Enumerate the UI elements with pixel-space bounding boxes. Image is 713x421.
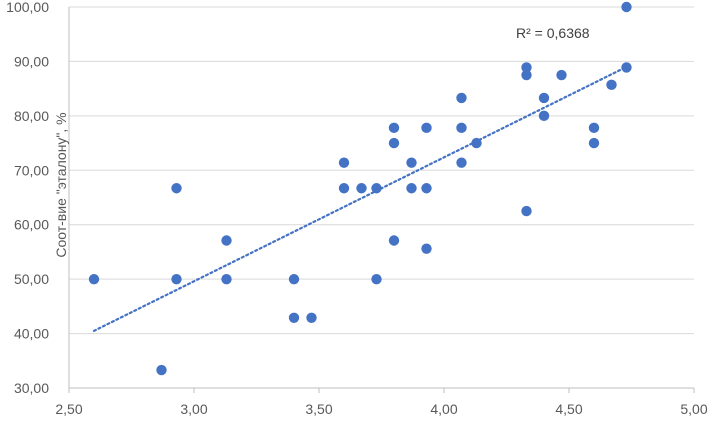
x-tick-label: 3,00 [180,401,207,417]
x-tick-label: 4,00 [430,401,457,417]
y-tick-label: 100,00 [6,0,49,15]
data-point [221,273,232,285]
data-point [521,62,532,73]
axes [68,7,695,393]
data-point [421,122,432,134]
y-tick-label: 50,00 [14,271,49,287]
data-point [388,122,400,134]
data-point [406,183,417,194]
data-point [88,273,100,285]
data-point [221,235,232,246]
data-point [156,364,167,376]
trendline [92,65,628,332]
data-point [521,205,532,217]
y-tick-label: 30,00 [14,380,49,396]
x-tick-label: 5,00 [680,401,707,417]
data-point [538,110,550,122]
y-tick-label: 80,00 [14,108,49,124]
data-point [306,312,317,323]
x-tick-label: 4,50 [555,401,582,417]
trendline-r2-label: R² = 0,6368 [516,25,590,41]
y-tick-labels: 30,00 40,00 50,00 60,00 70,00 80,00 90,00 100,0… [6,0,49,396]
data-point [456,122,467,134]
data-point [421,243,432,254]
x-tick-label: 3,50 [305,401,332,417]
trendline-group [92,65,628,332]
data-point [456,92,467,104]
data-point [338,183,350,194]
data-point [388,235,400,246]
data-point [606,79,617,91]
data-point [621,1,632,13]
data-point [588,122,600,134]
y-tick-label: 90,00 [14,53,49,69]
data-point [171,273,182,285]
data-point [421,183,432,194]
data-point [621,62,632,73]
data-point [371,273,382,285]
data-point [356,183,367,194]
y-tick-label: 70,00 [14,162,49,178]
data-points [88,1,632,376]
data-point [338,157,350,168]
data-point [288,312,300,323]
data-point [288,273,300,285]
x-tick-labels: 2,50 3,00 3,50 4,00 4,50 5,00 [55,401,707,417]
y-tick-label: 60,00 [14,217,49,233]
data-point [388,137,400,149]
data-point [171,183,182,194]
y-tick-label: 40,00 [14,326,49,342]
data-point [588,137,600,149]
data-point [521,69,532,81]
data-point [371,183,382,194]
gridlines [69,6,694,335]
data-point [471,137,482,149]
data-point [556,69,567,81]
data-point [456,157,467,168]
y-axis-label: Соот-вие "эталону", % [53,112,69,257]
data-point [538,92,550,104]
data-point [406,157,417,168]
x-tick-label: 2,50 [55,401,82,417]
